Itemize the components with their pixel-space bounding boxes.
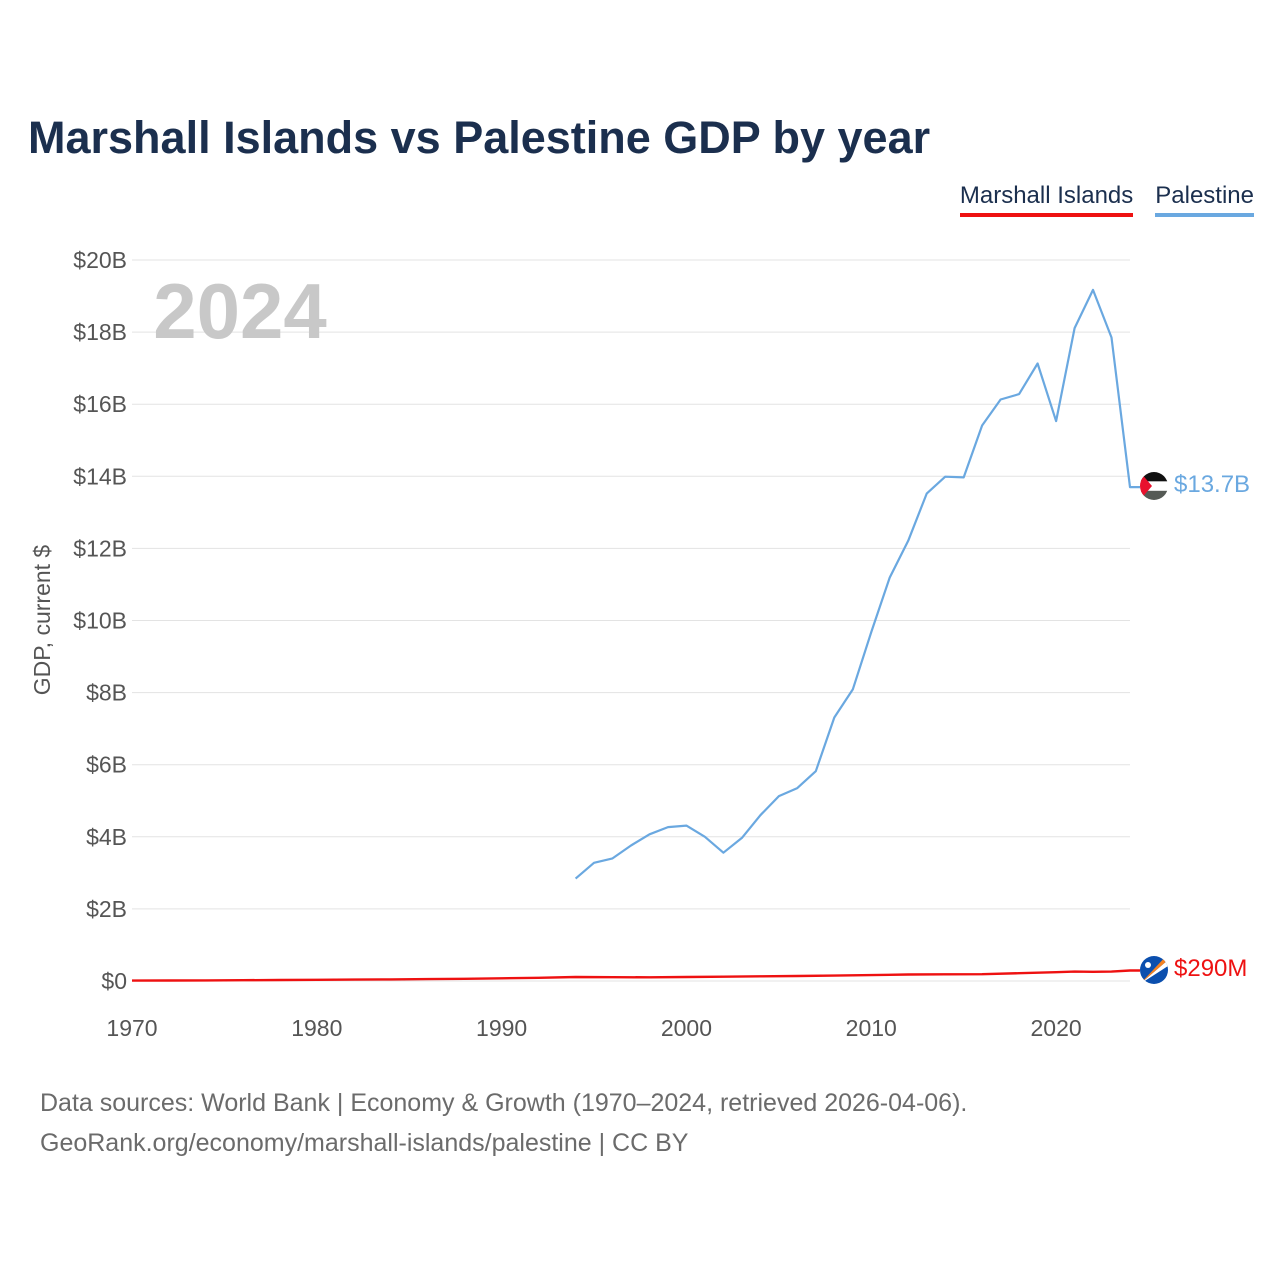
y-axis-label: GDP, current $ bbox=[29, 545, 55, 696]
x-tick-label: 2020 bbox=[1030, 1015, 1081, 1041]
marshall-islands-line[interactable] bbox=[131, 969, 1140, 982]
marshall-islands-end-label: $290M bbox=[1174, 955, 1247, 982]
y-tick-label: $4B bbox=[86, 824, 127, 850]
x-tick-label: 1990 bbox=[476, 1015, 527, 1041]
data-sources-text: Data sources: World Bank | Economy & Gro… bbox=[40, 1089, 968, 1117]
y-tick-label: $0 bbox=[101, 968, 127, 994]
y-tick-label: $14B bbox=[73, 463, 127, 489]
y-axis-ticks: $0 $2B $4B $6B $8B $10B $12B $14B $16B $18B $20B bbox=[73, 247, 127, 994]
y-tick-label: $8B bbox=[86, 680, 127, 706]
y-tick-label: $16B bbox=[73, 391, 127, 417]
legend: Marshall Islands Palestine bbox=[959, 182, 1254, 217]
year-watermark: 2024 bbox=[153, 267, 327, 355]
chart-title: Marshall Islands vs Palestine GDP by yea… bbox=[28, 112, 931, 163]
marshall-islands-flag-icon bbox=[1140, 956, 1168, 984]
y-tick-label: $10B bbox=[73, 608, 127, 634]
y-tick-label: $6B bbox=[86, 752, 127, 778]
legend-palestine[interactable]: Palestine bbox=[1155, 182, 1254, 217]
palestine-flag-icon bbox=[1140, 472, 1168, 500]
gdp-line-chart: $0 $2B $4B $6B $8B $10B $12B $14B $16B $18B $20B 1… bbox=[29, 247, 1250, 1041]
footer: Data sources: World Bank | Economy & Gro… bbox=[40, 1083, 967, 1163]
series-lines bbox=[131, 288, 1140, 982]
y-tick-label: $18B bbox=[73, 319, 127, 345]
y-tick-label: $2B bbox=[86, 896, 127, 922]
grid-lines bbox=[132, 259, 1130, 982]
x-tick-label: 1980 bbox=[291, 1015, 342, 1041]
palestine-line[interactable] bbox=[574, 288, 1140, 880]
legend-marshall-islands[interactable]: Marshall Islands bbox=[959, 182, 1134, 217]
source-url-text[interactable]: GeoRank.org/economy/marshall-islands/pal… bbox=[40, 1129, 689, 1157]
x-tick-label: 1970 bbox=[106, 1015, 157, 1041]
y-tick-label: $20B bbox=[73, 247, 127, 273]
y-tick-label: $12B bbox=[73, 535, 127, 561]
x-tick-label: 2000 bbox=[661, 1015, 712, 1041]
x-tick-label: 2010 bbox=[846, 1015, 897, 1041]
x-axis-ticks: 1970 1980 1990 2000 2010 2020 bbox=[106, 1015, 1081, 1041]
palestine-end-label: $13.7B bbox=[1174, 471, 1250, 498]
